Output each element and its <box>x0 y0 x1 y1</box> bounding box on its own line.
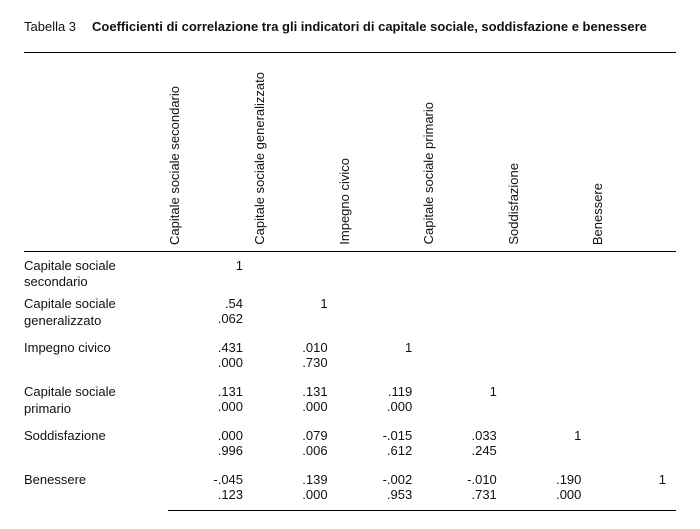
cell-value: 1 <box>168 251 253 279</box>
cell-pvalue: .000 <box>168 355 253 378</box>
cell-value: 1 <box>338 334 423 355</box>
cell-value: -.015 <box>338 422 423 443</box>
cell-value: .131 <box>168 378 253 399</box>
cell-value <box>591 422 676 443</box>
row-label: Impegno civico <box>24 334 168 378</box>
cell-value: .190 <box>507 466 592 487</box>
cell-value <box>422 251 507 279</box>
cell-pvalue <box>591 311 676 334</box>
cell-pvalue <box>338 355 423 378</box>
col-header: Impegno civico <box>338 152 353 245</box>
cell-pvalue <box>507 311 592 334</box>
cell-value <box>422 290 507 311</box>
cell-value: 1 <box>507 422 592 443</box>
cell-pvalue: .123 <box>168 487 253 511</box>
row-label: Capitale sociale primario <box>24 378 168 422</box>
cell-value: .033 <box>422 422 507 443</box>
cell-pvalue <box>422 280 507 291</box>
correlation-table: Capitale sociale secondario Capitale soc… <box>24 52 676 512</box>
cell-value: 1 <box>591 466 676 487</box>
col-header: Benessere <box>591 177 606 245</box>
cell-pvalue <box>591 487 676 511</box>
cell-value: .010 <box>253 334 338 355</box>
cell-pvalue: .612 <box>338 443 423 466</box>
cell-value <box>422 334 507 355</box>
cell-value: -.010 <box>422 466 507 487</box>
cell-value: -.002 <box>338 466 423 487</box>
table-title: Coefficienti di correlazione tra gli ind… <box>92 18 647 36</box>
cell-pvalue: .000 <box>168 399 253 422</box>
col-header: Soddisfazione <box>507 157 522 245</box>
cell-pvalue: .000 <box>253 399 338 422</box>
cell-pvalue <box>507 399 592 422</box>
cell-pvalue <box>507 443 592 466</box>
cell-pvalue <box>591 399 676 422</box>
row-label: Capitale sociale secondario <box>24 251 168 290</box>
cell-value <box>507 290 592 311</box>
cell-pvalue: .996 <box>168 443 253 466</box>
cell-value <box>591 378 676 399</box>
row-label: Soddisfazione <box>24 422 168 466</box>
cell-value: .431 <box>168 334 253 355</box>
cell-value <box>338 251 423 279</box>
cell-value: 1 <box>253 290 338 311</box>
cell-value <box>591 290 676 311</box>
cell-pvalue <box>591 443 676 466</box>
row-label: Capitale sociale generalizzato <box>24 290 168 334</box>
cell-pvalue <box>253 280 338 291</box>
cell-value <box>507 378 592 399</box>
cell-pvalue: .731 <box>422 487 507 511</box>
cell-pvalue <box>168 280 253 291</box>
cell-value: .119 <box>338 378 423 399</box>
cell-value: .000 <box>168 422 253 443</box>
cell-value <box>338 290 423 311</box>
cell-pvalue: .000 <box>507 487 592 511</box>
cell-value <box>591 251 676 279</box>
cell-pvalue: .000 <box>338 399 423 422</box>
cell-value: .131 <box>253 378 338 399</box>
cell-pvalue <box>338 280 423 291</box>
cell-pvalue <box>253 311 338 334</box>
col-header: Capitale sociale secondario <box>168 80 183 245</box>
cell-pvalue: .953 <box>338 487 423 511</box>
cell-pvalue: .062 <box>168 311 253 334</box>
cell-pvalue: .245 <box>422 443 507 466</box>
cell-pvalue <box>422 399 507 422</box>
header-empty <box>24 66 168 251</box>
cell-value: .139 <box>253 466 338 487</box>
cell-pvalue: .006 <box>253 443 338 466</box>
cell-value: 1 <box>422 378 507 399</box>
cell-pvalue <box>507 280 592 291</box>
cell-value <box>507 251 592 279</box>
cell-pvalue: .730 <box>253 355 338 378</box>
cell-pvalue <box>422 311 507 334</box>
cell-pvalue: .000 <box>253 487 338 511</box>
cell-value <box>507 334 592 355</box>
table-caption: Tabella 3 Coefficienti di correlazione t… <box>24 18 676 36</box>
cell-pvalue <box>591 280 676 291</box>
cell-value: -.045 <box>168 466 253 487</box>
cell-pvalue <box>507 355 592 378</box>
cell-value: .54 <box>168 290 253 311</box>
col-header: Capitale sociale generalizzato <box>253 66 268 245</box>
cell-value <box>591 334 676 355</box>
cell-value <box>253 251 338 279</box>
cell-pvalue <box>591 355 676 378</box>
col-header: Capitale sociale primario <box>422 96 437 244</box>
cell-value: .079 <box>253 422 338 443</box>
cell-pvalue <box>422 355 507 378</box>
cell-pvalue <box>338 311 423 334</box>
table-number: Tabella 3 <box>24 18 76 34</box>
row-label: Benessere <box>24 466 168 511</box>
